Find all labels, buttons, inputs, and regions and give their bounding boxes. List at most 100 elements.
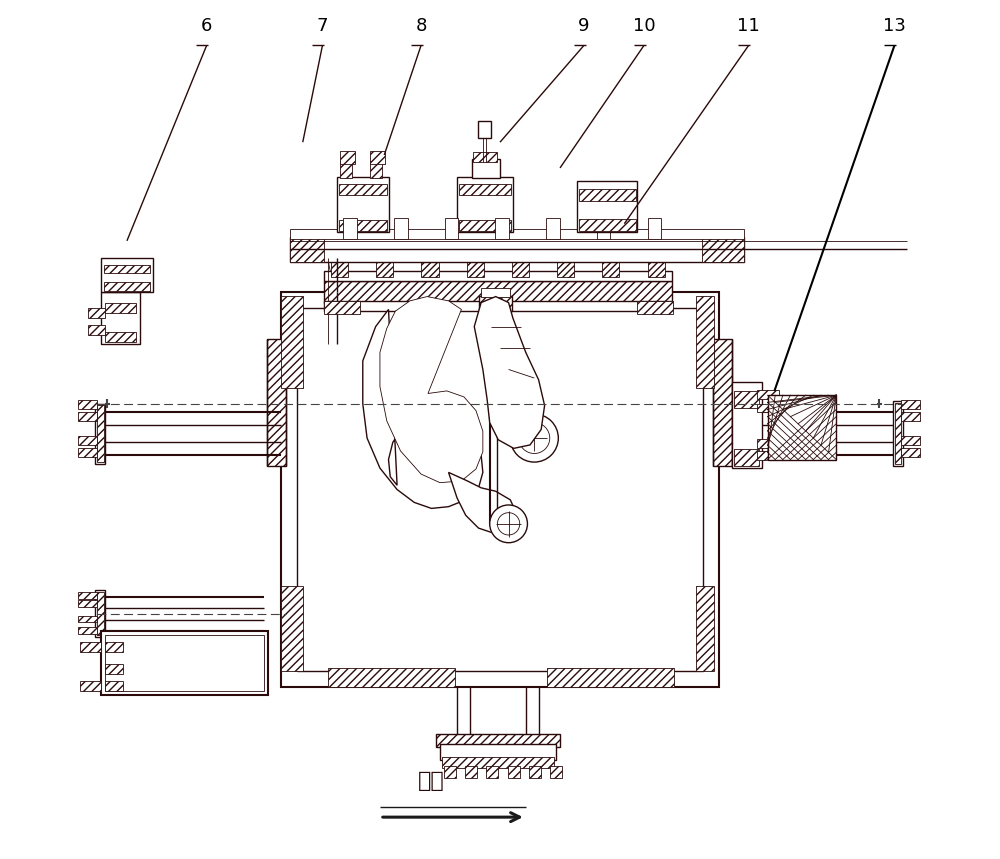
Bar	[893, 401, 903, 466]
Bar	[757, 404, 779, 412]
Bar	[105, 681, 123, 691]
Circle shape	[519, 423, 550, 454]
Bar	[579, 189, 636, 201]
Bar	[734, 391, 759, 408]
Bar	[459, 184, 511, 194]
Bar	[370, 151, 385, 164]
Bar	[78, 448, 97, 457]
Bar	[478, 121, 491, 138]
Polygon shape	[449, 472, 515, 533]
Bar	[445, 217, 458, 239]
Bar	[901, 412, 920, 421]
Bar	[290, 228, 744, 239]
Bar	[104, 282, 150, 290]
Bar	[757, 439, 779, 448]
Bar	[97, 405, 104, 462]
Bar	[637, 301, 673, 314]
Bar	[101, 631, 268, 695]
Bar	[696, 586, 714, 672]
Bar	[88, 308, 105, 318]
Bar	[339, 220, 387, 230]
Bar	[648, 217, 661, 239]
Bar	[340, 151, 355, 164]
Text: 10: 10	[633, 17, 655, 35]
Bar	[78, 616, 97, 623]
Bar	[78, 593, 97, 600]
Bar	[80, 681, 101, 691]
Bar	[467, 261, 484, 277]
Bar	[281, 586, 303, 672]
Bar	[444, 765, 456, 777]
Bar	[579, 218, 636, 230]
Bar	[546, 217, 560, 239]
Bar	[472, 160, 500, 178]
Bar	[105, 302, 136, 313]
Bar	[80, 643, 101, 653]
Bar	[101, 258, 153, 292]
Bar	[78, 412, 97, 421]
Text: 7: 7	[317, 17, 328, 35]
Bar	[297, 308, 703, 672]
Text: 8: 8	[415, 17, 427, 35]
Bar	[696, 295, 714, 388]
Bar	[757, 451, 779, 460]
Bar	[602, 261, 619, 277]
Bar	[78, 600, 97, 607]
Bar	[290, 236, 324, 262]
Text: 6: 6	[201, 17, 212, 35]
Bar	[732, 382, 762, 468]
Bar	[597, 217, 610, 239]
Bar	[457, 176, 513, 232]
Bar	[713, 338, 732, 466]
Bar	[105, 332, 136, 342]
Bar	[324, 271, 672, 281]
Bar	[895, 403, 901, 464]
Bar	[331, 261, 348, 277]
Bar	[337, 176, 389, 232]
Bar	[328, 668, 455, 687]
Bar	[473, 152, 497, 162]
Bar	[734, 449, 759, 466]
Bar	[394, 217, 408, 239]
Bar	[78, 436, 97, 445]
Bar	[376, 261, 393, 277]
Bar	[78, 400, 97, 409]
Bar	[547, 668, 674, 687]
Bar	[339, 184, 387, 194]
Circle shape	[497, 513, 520, 535]
Bar	[340, 161, 352, 178]
Bar	[481, 288, 510, 296]
Bar	[757, 390, 779, 399]
Text: 11: 11	[737, 17, 760, 35]
Bar	[324, 281, 672, 302]
Bar	[648, 261, 665, 277]
Text: 流向: 流向	[418, 771, 445, 791]
Bar	[267, 338, 286, 466]
Bar	[440, 744, 556, 759]
Bar	[290, 236, 744, 262]
Bar	[512, 261, 529, 277]
Bar	[442, 757, 554, 768]
Bar	[702, 236, 744, 262]
Bar	[324, 301, 360, 314]
Text: 9: 9	[578, 17, 590, 35]
Bar	[901, 400, 920, 409]
Bar	[95, 590, 105, 637]
Bar	[508, 765, 520, 777]
Bar	[901, 436, 920, 445]
Bar	[495, 217, 509, 239]
Bar	[577, 180, 637, 232]
Bar	[479, 295, 512, 311]
Bar	[370, 161, 382, 178]
Bar	[97, 592, 104, 636]
Bar	[88, 325, 105, 335]
Circle shape	[510, 414, 558, 462]
Bar	[768, 395, 836, 460]
Bar	[324, 301, 672, 311]
Bar	[550, 765, 562, 777]
Bar	[465, 765, 477, 777]
Bar	[78, 627, 97, 634]
Bar	[436, 734, 560, 746]
Bar	[95, 404, 105, 464]
Bar	[105, 643, 123, 653]
